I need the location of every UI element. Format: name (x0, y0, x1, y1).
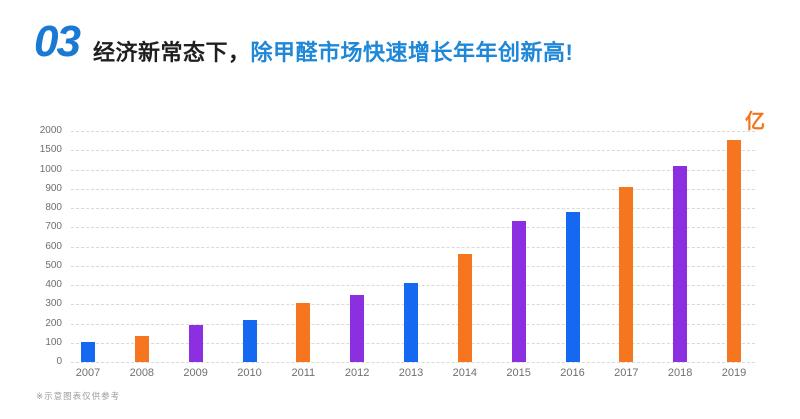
bar-2018 (673, 166, 688, 362)
gridline-1000 (71, 169, 755, 171)
y-tick-label-700: 700 (45, 221, 62, 233)
gridline-800 (71, 208, 755, 209)
y-tick-label-200: 200 (45, 317, 62, 329)
y-tick-label-600: 600 (45, 240, 62, 252)
bar-2017 (619, 186, 634, 362)
y-tick-label-1000: 1000 (39, 163, 62, 175)
gridline-600 (71, 246, 755, 248)
gridline-900 (71, 188, 755, 190)
bar-2019 (727, 140, 741, 362)
gridline-500 (71, 265, 755, 267)
disclaimer-footnote: ※示意图表仅供参考 (36, 391, 121, 401)
x-tick-label-2014: 2014 (452, 367, 478, 379)
y-tick-label-2000: 2000 (39, 125, 62, 136)
y-tick-label-1500: 1500 (39, 144, 62, 156)
bar-2010 (242, 319, 257, 362)
section-number: 03 (34, 17, 81, 66)
bar-2014 (457, 254, 472, 362)
gridline-2000 (71, 131, 755, 132)
x-tick-label-2009: 2009 (183, 367, 208, 379)
bar-2012 (350, 294, 365, 362)
x-tick-label-2011: 2011 (291, 367, 316, 379)
page-title-highlight: 除甲醛市场快速增长年年创新高! (250, 40, 574, 65)
page-title: 经济新常态下，除甲醛市场快速增长年年创新高! (93, 40, 573, 66)
x-tick-label-2016: 2016 (560, 367, 585, 379)
bar-2011 (296, 303, 311, 362)
y-tick-label-800: 800 (45, 202, 62, 213)
page-title-prefix: 经济新常态下， (93, 40, 251, 65)
x-tick-label-2013: 2013 (398, 367, 424, 379)
y-tick-label-400: 400 (45, 279, 62, 290)
gridline-0 (71, 362, 755, 363)
gridline-1500 (71, 150, 755, 152)
x-tick-label-2008: 2008 (129, 367, 155, 379)
bar-2007 (81, 341, 95, 362)
y-tick-label-300: 300 (45, 298, 62, 310)
bar-2013 (404, 283, 418, 362)
x-tick-label-2017: 2017 (614, 367, 639, 379)
y-tick-label-100: 100 (45, 336, 62, 348)
bar-2008 (134, 336, 149, 362)
x-tick-label-2015: 2015 (506, 367, 531, 379)
y-axis-unit-label: 亿 (745, 111, 765, 133)
x-tick-label-2012: 2012 (344, 367, 370, 379)
x-tick-label-2018: 2018 (667, 367, 693, 379)
gridline-700 (71, 227, 755, 229)
x-tick-label-2019: 2019 (721, 367, 747, 379)
x-tick-label-2010: 2010 (237, 367, 262, 379)
bar-2009 (188, 325, 203, 362)
y-tick-label-900: 900 (45, 182, 62, 194)
bar-2016 (565, 211, 580, 362)
bar-2015 (511, 221, 526, 362)
y-tick-label-500: 500 (45, 259, 62, 271)
y-tick-label-0: 0 (56, 356, 62, 367)
x-tick-label-2007: 2007 (75, 367, 101, 379)
